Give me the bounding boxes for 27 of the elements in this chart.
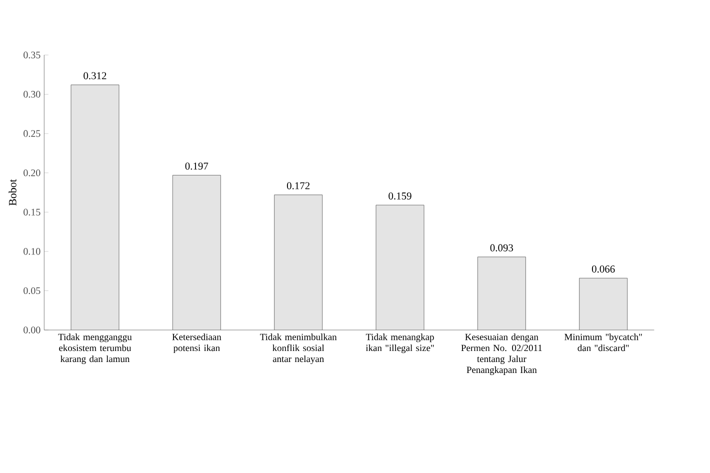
y-axis-title: Bobot — [8, 179, 16, 206]
data-label: 0.197 — [185, 162, 208, 170]
x-tick-label: Tidak mengganggu ekosistem terumbu karang dan lamun — [58, 334, 132, 364]
x-tick-label: Kesesuaian dengan Permen No. 02/2011 tentang Jalur Penangkapan Ikan — [461, 334, 542, 376]
y-tick-label: 0.20 — [24, 169, 40, 176]
y-tick-label: 0.05 — [24, 287, 40, 294]
x-tick-label: Minimum "bycatch" dan "discard" — [564, 334, 642, 352]
bar — [172, 175, 221, 330]
y-tick-label: 0.10 — [24, 248, 40, 255]
data-label: 0.172 — [286, 182, 310, 190]
data-label: 0.066 — [592, 266, 615, 273]
x-tick-label: Ketersediaan potensi ikan — [172, 334, 222, 354]
data-label: 0.159 — [388, 192, 412, 200]
x-tick-label: Tidak menangkap ikan "illegal size" — [366, 334, 434, 354]
y-tick-label: 0.00 — [24, 326, 40, 334]
y-tick-label: 0.35 — [24, 52, 40, 58]
bar — [477, 256, 526, 330]
data-label: 0.312 — [84, 72, 106, 80]
bar — [376, 204, 424, 330]
y-tick-label: 0.15 — [24, 208, 40, 216]
data-label: 0.093 — [490, 244, 514, 252]
bar — [579, 278, 628, 330]
y-tick-label: 0.30 — [24, 90, 40, 98]
y-tick-label: 0.25 — [24, 130, 40, 137]
x-tick-label: Tidak menimbulkan konflik sosial antar nelayan — [260, 334, 337, 364]
bar — [70, 84, 120, 330]
bar — [274, 194, 323, 330]
